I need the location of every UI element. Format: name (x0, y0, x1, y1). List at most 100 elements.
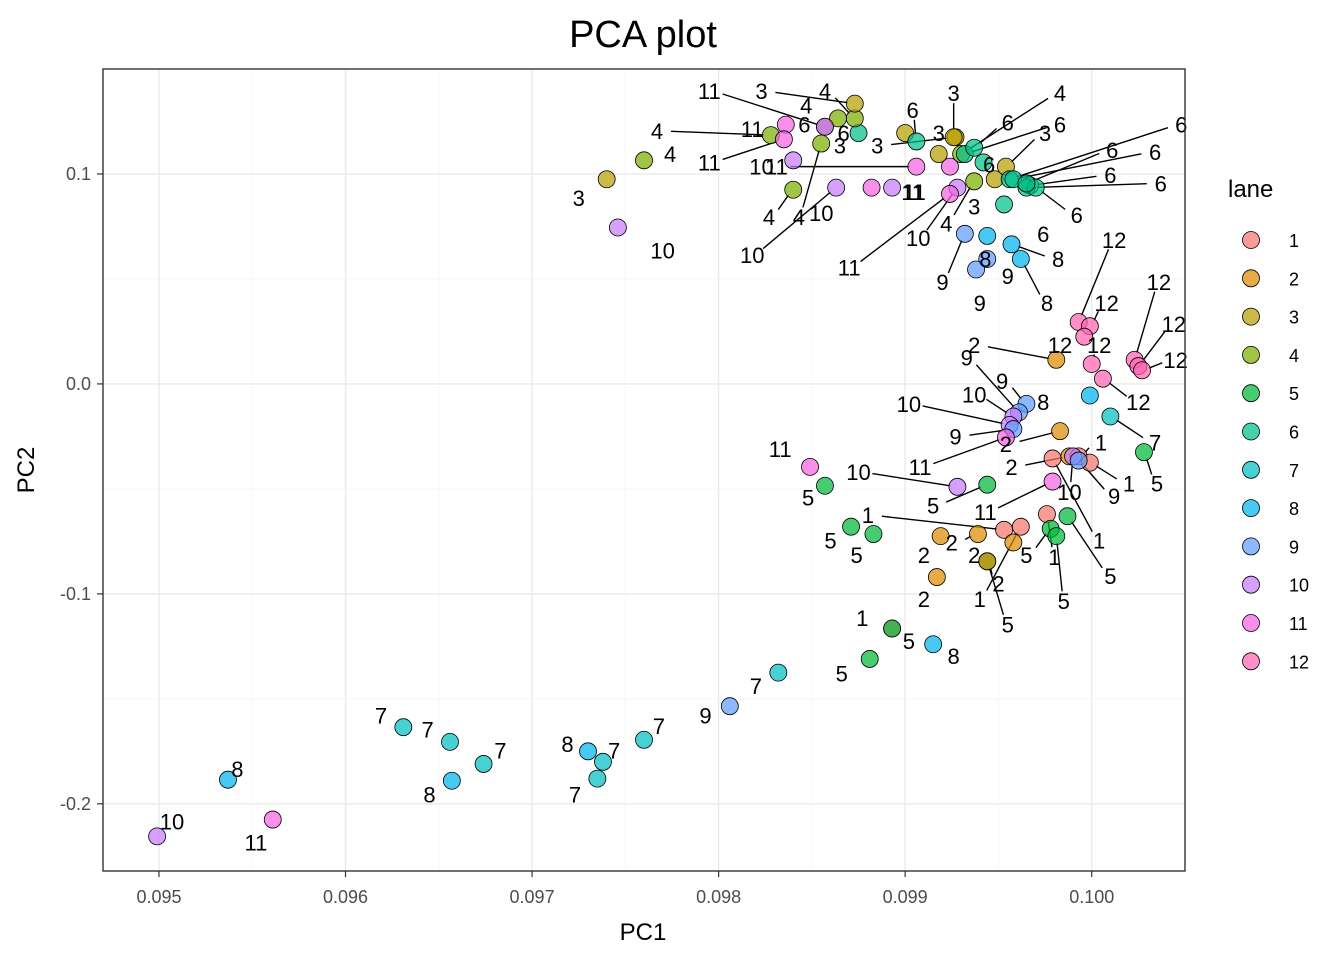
data-point-lane-5 (842, 517, 860, 536)
y-axis-title: PC2 (13, 447, 40, 494)
plot-panel-border (102, 68, 1186, 872)
label-leader-line (997, 483, 1047, 509)
data-point-lane-2 (969, 525, 987, 543)
label-leader-line (979, 128, 998, 145)
label-leader-line (1032, 152, 1100, 182)
data-point-lane-2 (1051, 422, 1069, 441)
point-label: 9 (949, 424, 961, 449)
data-point-lane-7 (1101, 407, 1120, 426)
legend-label-3: 3 (1289, 308, 1299, 328)
legend-key-9 (1242, 537, 1260, 556)
x-tick-label: 0.095 (136, 887, 181, 907)
point-label: 7 (375, 704, 387, 729)
point-label: 12 (1163, 348, 1187, 373)
legend-label-1: 1 (1289, 231, 1299, 251)
point-label: 4 (940, 211, 952, 236)
legend-label-9: 9 (1289, 537, 1299, 557)
data-point-lane-7 (635, 730, 653, 749)
point-label: 2 (918, 587, 930, 612)
point-label: 5 (802, 485, 814, 510)
data-point-lane-5 (1047, 527, 1066, 546)
point-label: 9 (974, 291, 986, 316)
label-leader-line (860, 197, 945, 263)
point-label: 2 (1005, 455, 1017, 480)
legend-key-2 (1242, 269, 1260, 288)
label-leader-line (1095, 465, 1118, 480)
label-leader-line (1020, 153, 1142, 179)
point-label: 12 (1094, 291, 1118, 316)
data-point-lane-6 (995, 195, 1013, 214)
point-label: 8 (561, 732, 573, 757)
data-point-lane-2 (931, 527, 950, 546)
data-point-lane-4 (635, 151, 653, 170)
point-label: 7 (494, 738, 506, 763)
point-label: 12 (1048, 333, 1072, 358)
legend-label-2: 2 (1289, 269, 1299, 289)
point-label: 2 (968, 333, 980, 358)
data-point-lane-10 (827, 178, 846, 197)
point-label: 2 (968, 543, 980, 568)
data-point-lane-5 (1058, 507, 1077, 526)
legend-key-7 (1242, 460, 1260, 479)
point-label: 9 (936, 270, 948, 295)
label-leader-line (1035, 533, 1047, 549)
label-leader-line (1011, 387, 1022, 400)
data-point-lane-11 (801, 457, 819, 476)
data-point-lane-8 (579, 742, 597, 761)
label-leader-line (1148, 362, 1163, 369)
point-label: 3 (871, 134, 883, 159)
point-label: 4 (793, 205, 805, 230)
data-point-lane-4 (829, 109, 847, 128)
point-label: 1 (1095, 431, 1107, 456)
label-leader-line (775, 91, 848, 104)
data-point-lane-3 (597, 170, 616, 189)
point-label: 11 (838, 255, 861, 280)
label-leader-line (1056, 543, 1063, 592)
point-label: 5 (1002, 612, 1014, 637)
legend-label-11: 11 (1289, 614, 1308, 634)
point-label: 11 (903, 180, 926, 205)
point-label: 6 (1149, 140, 1161, 165)
legend-key-10 (1242, 575, 1260, 594)
data-point-lane-6 (974, 153, 993, 172)
data-point-lane-12 (1082, 355, 1101, 373)
legend-key-8 (1242, 499, 1260, 518)
point-label: 3 (755, 79, 767, 104)
data-point-lane-7 (588, 769, 607, 788)
label-leader-line (1145, 458, 1153, 475)
point-label: 1 (1048, 545, 1060, 570)
point-label: 1 (1093, 528, 1105, 553)
data-point-lane-7 (769, 663, 788, 682)
point-label: 10 (740, 243, 764, 268)
legend-key-5 (1242, 384, 1260, 403)
y-tick-label: 0.1 (66, 164, 91, 184)
point-label: 7 (653, 714, 665, 739)
point-label: 11 (245, 831, 268, 856)
point-label: 11 (698, 79, 721, 104)
point-label: 4 (763, 205, 775, 230)
point-label: 6 (1104, 163, 1116, 188)
data-points (148, 94, 1153, 846)
point-label: 10 (846, 460, 870, 485)
point-label: 11 (741, 117, 764, 142)
data-point-lane-11 (941, 185, 959, 203)
point-label: 5 (1020, 543, 1032, 568)
data-point-lane-9 (720, 697, 739, 716)
label-leader-line (777, 194, 790, 210)
point-label: 6 (1106, 138, 1118, 163)
point-label: 11 (909, 455, 932, 480)
label-leader-line (1116, 419, 1144, 439)
y-tick-label: -0.2 (60, 794, 91, 814)
point-label: 5 (824, 528, 836, 553)
data-point-lane-10 (784, 151, 803, 170)
point-label: 10 (897, 392, 921, 417)
label-leader-line (802, 150, 820, 208)
label-leader-line (1041, 190, 1066, 210)
legend-title: lane (1228, 176, 1273, 203)
point-label: 4 (664, 142, 676, 167)
point-label: 1 (856, 606, 868, 631)
data-point-lane-9 (1069, 451, 1088, 470)
label-leader-line (762, 191, 832, 250)
label-leader-line (913, 119, 917, 135)
